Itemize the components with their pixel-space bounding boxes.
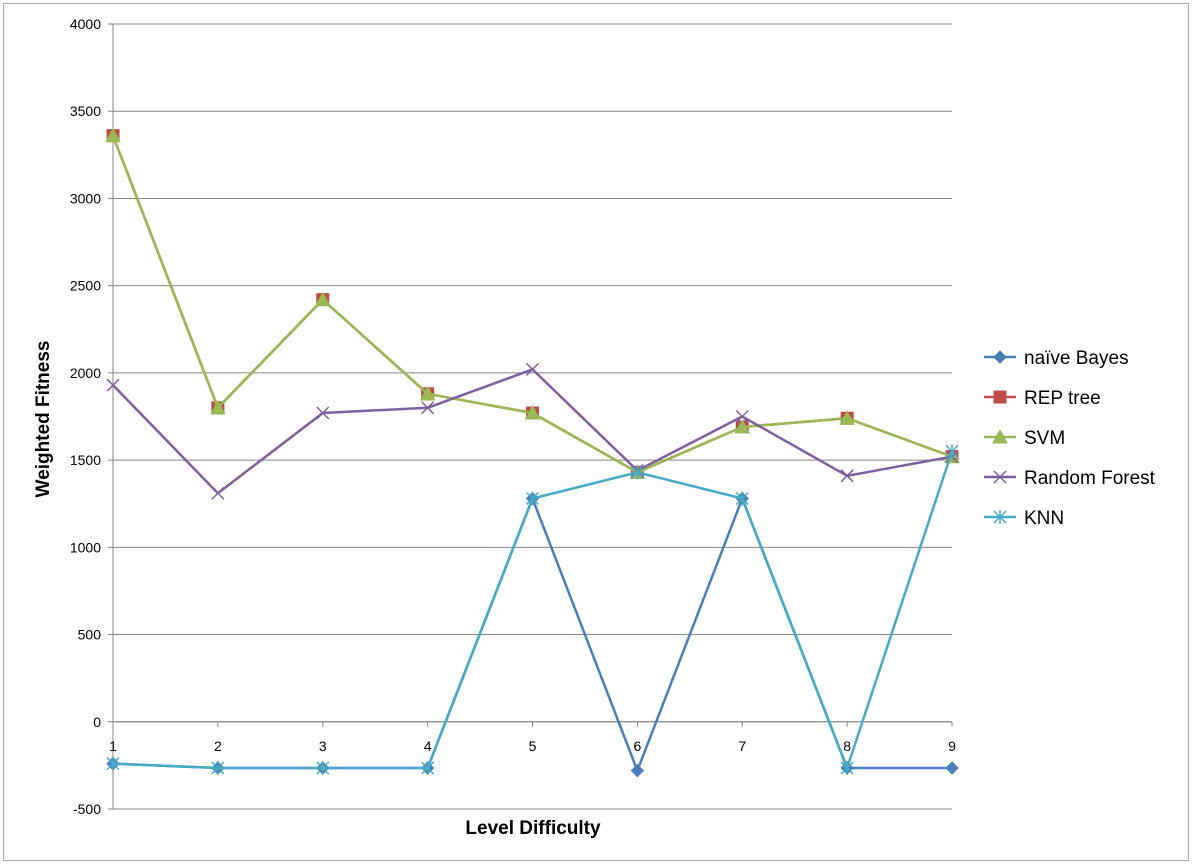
data-point-svm	[314, 291, 331, 307]
data-point-svm	[105, 127, 121, 143]
data-point-random-forest	[840, 469, 854, 483]
legend-marker	[993, 390, 1007, 404]
y-tick-label: 0	[93, 714, 101, 730]
x-tick-label: 2	[214, 738, 222, 754]
data-point-knn	[211, 761, 225, 776]
x-tick-label: 8	[843, 738, 851, 754]
y-tick-label: 1500	[70, 452, 101, 468]
legend-item-na-ve-bayes: naïve Bayes	[984, 348, 1129, 369]
x-tick-label: 1	[109, 738, 117, 754]
x-tick-label: 6	[633, 738, 641, 754]
legend-label: naïve Bayes	[1024, 348, 1129, 369]
data-point-random-forest	[735, 409, 749, 424]
y-tick-label: -500	[73, 801, 101, 817]
legend-marker	[992, 428, 1008, 444]
data-point-random-forest	[421, 401, 435, 415]
line-chart: -500 0 500 1000 1500 2000 2500 3000 3500 4000 1 2 3…	[33, 16, 1156, 839]
series-svm	[105, 127, 960, 479]
x-tick-label: 5	[529, 738, 537, 754]
y-tick-label: 2000	[70, 365, 101, 381]
x-axis-title: Level Difficulty	[465, 818, 601, 839]
series-knn	[106, 444, 959, 776]
data-point-knn	[840, 761, 854, 776]
y-axis-title: Weighted Fitness	[33, 341, 54, 498]
series-line-random-forest	[112, 368, 953, 495]
y-tick-label: 3500	[70, 103, 101, 119]
data-point-svm	[210, 399, 226, 415]
series-line-rep-tree	[111, 135, 953, 474]
legend-label: REP tree	[1024, 388, 1101, 409]
data-point-knn	[630, 465, 644, 480]
axes	[108, 23, 953, 810]
data-point-na-ve-bayes	[945, 761, 959, 775]
data-point-knn	[525, 491, 540, 506]
series-line-svm	[111, 135, 953, 474]
data-point-knn	[735, 491, 749, 506]
legend-marker	[993, 350, 1007, 364]
chart-frame: -500 0 500 1000 1500 2000 2500 3000 3500 4000 1 2 3…	[3, 3, 1189, 861]
data-point-random-forest	[316, 406, 330, 420]
legend-label: Random Forest	[1024, 468, 1156, 489]
legend-label: KNN	[1024, 508, 1064, 529]
x-tick-label: 7	[738, 738, 746, 754]
data-point-knn	[316, 761, 330, 776]
data-point-svm	[419, 385, 436, 401]
legend: naïve Bayes REP tree SVM Random Forest KNN	[984, 348, 1156, 529]
data-point-random-forest	[106, 378, 120, 392]
legend-marker	[993, 470, 1007, 484]
y-tick-label: 500	[78, 627, 102, 643]
y-tick-label: 4000	[70, 16, 101, 32]
x-tick-label: 4	[424, 738, 432, 754]
x-tick-label: 9	[948, 738, 956, 754]
y-tick-label: 3000	[70, 190, 101, 206]
y-tick-label: 1000	[70, 539, 101, 555]
data-point-random-forest	[211, 486, 225, 500]
data-point-svm	[839, 410, 855, 425]
data-point-knn	[421, 761, 435, 776]
series-rep-tree	[106, 129, 959, 479]
y-tick-labels: -500 0 500 1000 1500 2000 2500 3000 3500 4000	[70, 16, 101, 817]
legend-item-rep-tree: REP tree	[984, 388, 1101, 409]
data-series	[105, 127, 960, 778]
legend-item-knn: KNN	[984, 508, 1064, 529]
data-point-knn	[945, 444, 959, 459]
data-point-knn	[106, 756, 120, 771]
legend-item-random-forest: Random Forest	[984, 468, 1156, 489]
legend-marker	[993, 510, 1007, 524]
y-tick-label: 2500	[70, 278, 101, 294]
data-point-na-ve-bayes	[630, 763, 645, 778]
data-point-svm	[524, 404, 541, 420]
x-tick-label: 3	[319, 738, 327, 754]
series-random-forest	[106, 362, 959, 500]
legend-label: SVM	[1024, 428, 1065, 449]
data-point-svm	[734, 418, 751, 434]
legend-item-svm: SVM	[984, 428, 1065, 449]
data-point-random-forest	[525, 362, 540, 376]
x-tick-labels: 1 2 3 4 5 6 7 8 9	[109, 738, 956, 754]
